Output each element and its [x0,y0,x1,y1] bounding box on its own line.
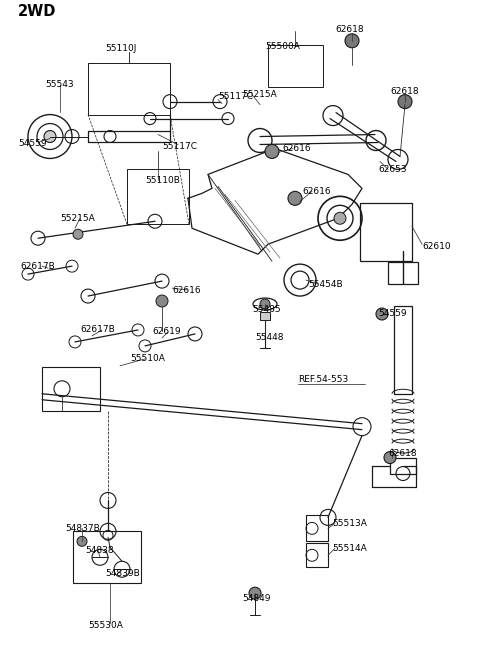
Text: 62618: 62618 [390,87,419,96]
Circle shape [156,295,168,307]
Text: 62618: 62618 [388,449,417,458]
Text: REF.54-553: REF.54-553 [298,375,348,384]
Text: 54849: 54849 [242,593,271,603]
Text: 55485: 55485 [252,305,281,314]
Circle shape [77,536,87,546]
Text: 62653: 62653 [378,165,407,174]
Bar [388,262,418,284]
Text: 55117C: 55117C [162,142,197,151]
Text: 55110B: 55110B [145,176,180,185]
Circle shape [288,191,302,205]
Text: 2WD: 2WD [18,4,56,19]
Text: 54837B: 54837B [65,524,100,533]
Text: 62610: 62610 [422,242,451,251]
Bar [394,306,412,394]
Circle shape [265,145,279,159]
Circle shape [384,451,396,464]
Bar [260,312,270,320]
Circle shape [249,587,261,599]
Bar [88,63,170,115]
Circle shape [376,308,388,320]
Bar [360,203,412,261]
Text: 62617B: 62617B [80,326,115,335]
Text: 55510A: 55510A [130,354,165,364]
Circle shape [260,299,270,309]
Circle shape [73,229,83,239]
Text: 55215A: 55215A [60,214,95,223]
Text: 54838: 54838 [85,546,114,555]
Text: 55215A: 55215A [242,90,277,99]
Text: 62619: 62619 [152,328,180,337]
Circle shape [334,212,346,224]
Text: 55543: 55543 [45,80,73,89]
Text: 55514A: 55514A [332,544,367,553]
Circle shape [398,94,412,109]
Text: 55448: 55448 [255,333,284,343]
Circle shape [44,130,56,143]
Bar [268,45,323,86]
Bar [306,544,328,567]
Text: 62616: 62616 [282,144,311,153]
Bar [390,458,416,474]
Text: 54839B: 54839B [105,569,140,578]
Bar [306,515,328,541]
Bar [127,170,189,224]
Text: 62616: 62616 [302,187,331,196]
Text: 62617B: 62617B [20,261,55,271]
Text: 62616: 62616 [172,286,201,295]
Bar [73,531,141,583]
Text: 55110J: 55110J [105,45,136,53]
Text: 55117C: 55117C [218,92,253,101]
Text: 55530A: 55530A [88,620,123,629]
Circle shape [345,34,359,48]
Text: 54559: 54559 [378,310,407,318]
Text: 62618: 62618 [335,26,364,34]
Text: 55454B: 55454B [308,280,343,289]
Text: 55513A: 55513A [332,519,367,528]
Text: 54559: 54559 [18,139,47,148]
Bar [42,367,100,411]
Text: 55500A: 55500A [265,43,300,51]
